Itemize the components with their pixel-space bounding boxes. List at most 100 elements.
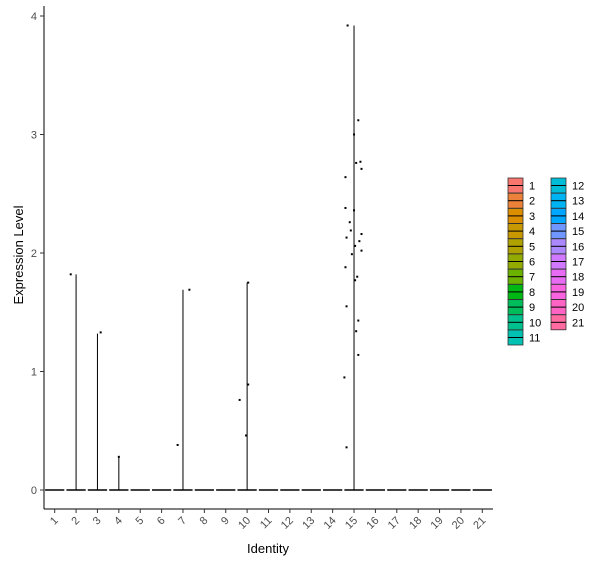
x-tick-label: 16	[364, 515, 381, 532]
data-point	[360, 233, 363, 236]
legend-item-20: 20	[550, 299, 584, 316]
y-tick-label: 2	[31, 248, 37, 260]
x-tick-label: 4	[112, 515, 125, 528]
data-point	[348, 221, 351, 224]
legend-item-4: 4	[507, 223, 535, 240]
legend-label: 19	[572, 287, 584, 299]
data-point	[238, 398, 241, 401]
data-point	[99, 331, 102, 334]
data-point	[357, 319, 360, 322]
data-point	[344, 266, 347, 269]
data-point	[355, 161, 358, 164]
violin-15	[344, 25, 364, 491]
x-tick-label: 12	[279, 515, 296, 532]
legend-label: 14	[572, 211, 584, 223]
legend-label: 8	[529, 287, 535, 299]
legend-item-13: 13	[550, 192, 584, 209]
legend-item-10: 10	[507, 314, 541, 331]
legend-label: 15	[572, 226, 584, 238]
x-tick-label: 21	[471, 515, 488, 532]
x-tick-label: 11	[258, 515, 275, 532]
x-tick-label: 18	[407, 515, 424, 532]
x-tick-label: 15	[343, 515, 360, 532]
legend-label: 10	[529, 317, 541, 329]
x-tick-label: 10	[236, 515, 253, 532]
violin-10	[237, 282, 257, 491]
data-point	[345, 236, 348, 239]
legend-label: 3	[529, 211, 535, 223]
x-tick-label: 7	[176, 515, 189, 528]
legend-label: 4	[529, 226, 535, 238]
data-point	[188, 288, 191, 291]
data-point	[349, 229, 352, 232]
x-tick-label: 2	[69, 515, 82, 528]
legend-label: 20	[572, 302, 584, 314]
data-point	[345, 446, 348, 449]
x-tick-label: 5	[134, 515, 147, 528]
legend-item-16: 16	[550, 238, 584, 255]
data-point	[247, 281, 250, 284]
legend-label: 5	[529, 241, 535, 253]
legend-label: 13	[572, 196, 584, 208]
data-point	[247, 383, 250, 386]
legend-item-5: 5	[507, 238, 535, 255]
legend-label: 12	[572, 181, 584, 193]
x-tick-label: 20	[450, 515, 467, 532]
legend-label: 2	[529, 196, 535, 208]
legend-item-19: 19	[550, 283, 584, 300]
data-point	[354, 244, 357, 247]
data-point	[176, 443, 179, 446]
x-tick-label: 6	[155, 515, 168, 528]
legend-label: 7	[529, 272, 535, 284]
legend-item-17: 17	[550, 253, 584, 270]
legend-label: 18	[572, 272, 584, 284]
legend-item-6: 6	[507, 253, 535, 270]
y-tick-label: 3	[31, 130, 37, 142]
legend-item-15: 15	[550, 223, 584, 240]
legend-item-14: 14	[550, 207, 584, 224]
y-tick-label: 0	[31, 485, 37, 497]
legend-item-18: 18	[550, 268, 584, 285]
violin-2	[66, 274, 86, 491]
legend-item-7: 7	[507, 268, 535, 285]
y-tick-label: 4	[31, 11, 37, 23]
data-point	[343, 376, 346, 379]
x-tick-label: 8	[198, 515, 211, 528]
x-tick-label: 3	[91, 515, 104, 528]
data-point	[69, 273, 72, 276]
data-point	[344, 176, 347, 179]
violin-4	[109, 456, 129, 491]
legend-item-8: 8	[507, 283, 535, 300]
data-point	[356, 275, 359, 278]
data-point	[360, 167, 363, 170]
legend-item-1: 1	[507, 177, 535, 194]
data-point	[245, 434, 248, 437]
data-point	[355, 330, 358, 333]
data-point	[357, 119, 360, 122]
x-axis: 1 2 3 4 5 6 7 8 9 10 11 12 13 14 15 16 17 18 19 20 21	[44, 508, 493, 532]
x-axis-title: Identity	[247, 541, 289, 556]
x-tick-label: 14	[322, 515, 339, 532]
x-tick-label: 13	[300, 515, 317, 532]
data-point	[358, 240, 361, 243]
data-point	[344, 206, 347, 209]
data-point	[353, 209, 356, 212]
legend-label: 16	[572, 241, 584, 253]
x-tick-label: 9	[219, 515, 232, 528]
plot-area	[45, 24, 492, 491]
legend-item-11: 11	[507, 329, 540, 346]
legend-label: 11	[529, 333, 540, 345]
violin-7	[173, 289, 193, 491]
data-point	[345, 305, 348, 308]
legend-label: 9	[529, 302, 535, 314]
y-axis: 0 1 2 3 4	[31, 6, 45, 509]
x-tick-label: 17	[386, 515, 403, 532]
legend-label: 21	[572, 317, 584, 329]
data-point	[359, 160, 362, 163]
data-point	[357, 353, 360, 356]
y-axis-title: Expression Level	[11, 205, 26, 304]
data-point	[354, 279, 357, 282]
legend-label: 6	[529, 257, 535, 269]
